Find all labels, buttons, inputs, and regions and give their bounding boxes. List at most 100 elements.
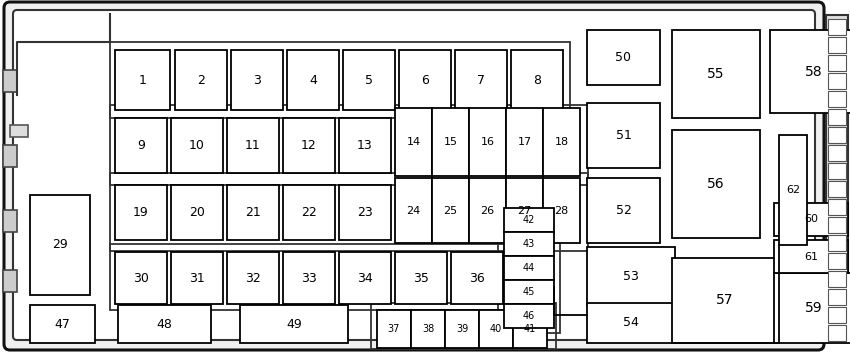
Bar	[828, 307, 846, 323]
Bar	[672, 130, 760, 238]
Bar	[227, 185, 279, 240]
Bar	[231, 50, 283, 110]
Bar	[343, 50, 395, 110]
Text: 19: 19	[133, 206, 149, 219]
Text: 50: 50	[615, 51, 632, 64]
Text: 39: 39	[456, 324, 468, 334]
Bar	[828, 145, 846, 161]
Text: 42: 42	[523, 215, 536, 225]
Bar	[770, 30, 850, 113]
Text: 31: 31	[189, 272, 205, 284]
Bar	[828, 19, 846, 35]
Bar	[513, 310, 547, 348]
Bar	[3, 210, 17, 232]
Bar	[826, 15, 848, 335]
Bar	[240, 305, 348, 343]
Bar	[115, 252, 167, 304]
Bar	[399, 50, 451, 110]
Text: 29: 29	[52, 239, 68, 251]
Bar	[227, 118, 279, 173]
Text: 57: 57	[716, 293, 734, 308]
Bar	[498, 201, 560, 333]
Bar	[171, 252, 223, 304]
Text: 24: 24	[406, 205, 421, 215]
Text: 55: 55	[707, 67, 725, 81]
Text: 37: 37	[388, 324, 400, 334]
Text: 43: 43	[523, 239, 536, 249]
Bar	[828, 325, 846, 341]
Bar	[587, 103, 660, 168]
Text: 26: 26	[480, 205, 495, 215]
Text: 33: 33	[301, 272, 317, 284]
Bar	[774, 240, 848, 273]
Text: 53: 53	[623, 269, 639, 283]
Bar	[445, 310, 479, 348]
Bar	[504, 280, 554, 304]
Bar	[432, 108, 469, 176]
Text: 5: 5	[365, 73, 373, 87]
Bar	[504, 208, 554, 232]
Bar	[828, 73, 846, 89]
Text: 62: 62	[786, 185, 800, 195]
Text: 58: 58	[805, 64, 823, 79]
Text: 23: 23	[357, 206, 373, 219]
Text: 45: 45	[523, 287, 536, 297]
Text: 13: 13	[357, 139, 373, 152]
Text: 6: 6	[421, 73, 429, 87]
Bar	[110, 244, 510, 310]
Bar	[828, 217, 846, 233]
Bar	[118, 305, 211, 343]
Bar	[828, 235, 846, 251]
Text: 10: 10	[189, 139, 205, 152]
Text: 52: 52	[615, 204, 632, 217]
Bar	[587, 30, 660, 85]
Bar	[3, 145, 17, 167]
Text: 8: 8	[533, 73, 541, 87]
Text: 56: 56	[707, 177, 725, 191]
Bar	[227, 252, 279, 304]
Bar	[828, 127, 846, 143]
Bar	[171, 185, 223, 240]
Bar	[339, 118, 391, 173]
Bar	[3, 70, 17, 92]
Bar	[543, 178, 580, 243]
Text: 18: 18	[554, 137, 569, 147]
Text: 20: 20	[189, 206, 205, 219]
Bar	[504, 304, 554, 328]
Bar	[504, 232, 554, 256]
Bar	[110, 173, 588, 251]
Bar	[828, 55, 846, 71]
Text: 4: 4	[309, 73, 317, 87]
FancyBboxPatch shape	[13, 10, 815, 340]
Bar	[828, 271, 846, 287]
Text: 9: 9	[137, 139, 145, 152]
Text: 30: 30	[133, 272, 149, 284]
Bar	[30, 305, 95, 343]
Text: 34: 34	[357, 272, 373, 284]
Text: 47: 47	[54, 318, 71, 330]
FancyBboxPatch shape	[4, 2, 824, 350]
Bar	[587, 178, 660, 243]
Bar	[10, 125, 28, 137]
Bar	[395, 252, 447, 304]
Text: 36: 36	[469, 272, 484, 284]
Bar	[469, 178, 506, 243]
Bar	[479, 310, 513, 348]
Bar	[504, 256, 554, 280]
Text: 40: 40	[490, 324, 502, 334]
Text: 51: 51	[615, 129, 632, 142]
Text: 32: 32	[245, 272, 261, 284]
Bar	[672, 30, 760, 118]
Text: 27: 27	[518, 205, 531, 215]
Text: 41: 41	[524, 324, 536, 334]
Text: 35: 35	[413, 272, 429, 284]
Bar	[828, 199, 846, 215]
Bar	[506, 178, 543, 243]
Bar	[828, 37, 846, 53]
Text: 14: 14	[406, 137, 421, 147]
Bar	[411, 310, 445, 348]
Bar	[451, 252, 503, 304]
Text: 48: 48	[156, 318, 173, 330]
Text: 38: 38	[422, 324, 434, 334]
Bar	[828, 91, 846, 107]
